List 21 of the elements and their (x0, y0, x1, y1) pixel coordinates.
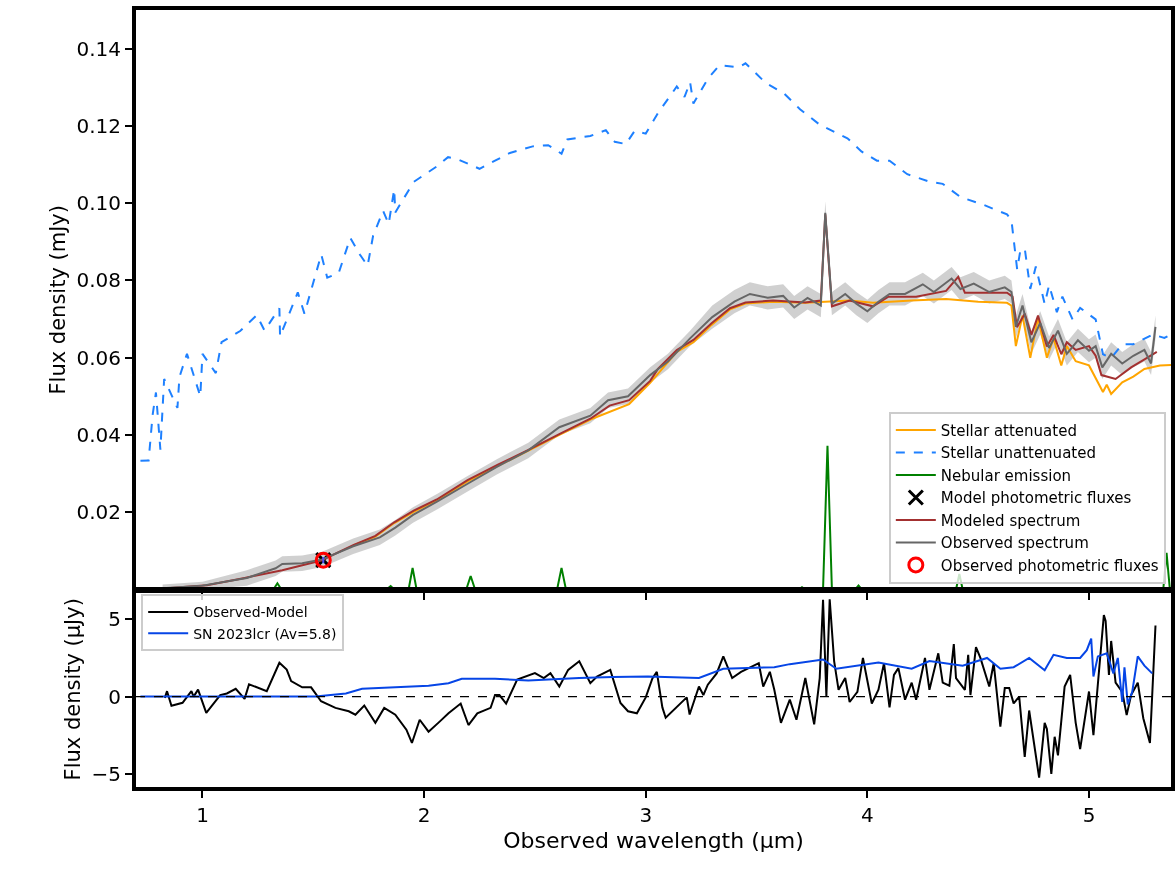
y-tick-label: −5 (91, 761, 121, 786)
y-tick-label: 0.02 (76, 500, 121, 525)
y-axis-title: Flux density (μJy) (61, 598, 86, 781)
y-tick-label: 0.04 (76, 422, 121, 447)
x-tick-label: 1 (196, 803, 209, 827)
legend-label: Observed-Model (193, 604, 308, 621)
legend-label: Stellar attenuated (940, 421, 1077, 440)
legend-label: SN 2023lcr (Av=5.8) (193, 625, 337, 642)
x-axis-title: Observed wavelength (μm) (503, 828, 804, 854)
x-tick-label: 2 (417, 803, 431, 827)
y-tick-label: 0 (108, 684, 121, 709)
y-tick-label: 5 (108, 607, 121, 632)
y-tick-label: 0.08 (76, 268, 121, 293)
y-axis-title: Flux density (mJy) (46, 205, 71, 395)
x-tick-label: 3 (639, 803, 653, 827)
x-tick-label: 5 (1082, 803, 1096, 827)
y-tick-label: 0.10 (76, 191, 121, 216)
x-tick-label: 4 (861, 803, 874, 827)
y-tick-label: 0.06 (76, 345, 121, 370)
y-tick-label: 0.14 (76, 36, 121, 61)
y-tick-label: 0.12 (76, 113, 121, 138)
